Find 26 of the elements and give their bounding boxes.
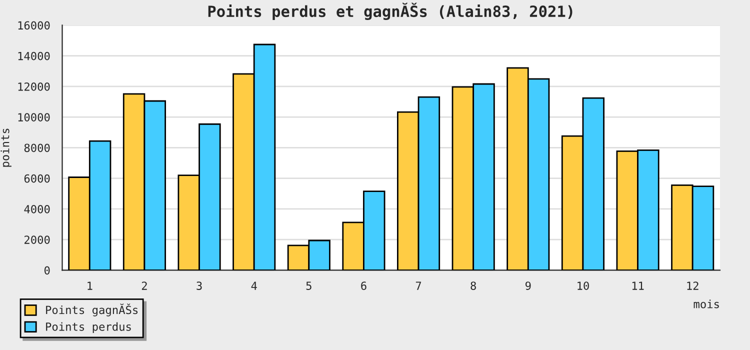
x-tick-label: 11	[632, 282, 644, 290]
x-tick-label: 4	[251, 282, 257, 290]
legend-label: Points perdus	[46, 322, 131, 333]
x-tick-label: 5	[306, 282, 312, 290]
y-tick-label: 12000	[18, 82, 50, 91]
x-tick-label: 9	[526, 282, 531, 290]
y-tick-label: 16000	[18, 21, 50, 30]
x-tick-label: 6	[361, 282, 366, 290]
x-tick-label: 7	[416, 282, 422, 290]
legend-label: Points gagnĂŠs	[46, 304, 138, 316]
y-tick-label: 8000	[24, 144, 50, 152]
x-axis-title: mois	[694, 300, 719, 308]
x-tick-label: 3	[196, 282, 202, 290]
y-tick-label: 2000	[24, 236, 50, 244]
y-tick-label: 6000	[24, 174, 50, 183]
x-tick-label: 10	[578, 282, 589, 290]
x-tick-label: 8	[470, 282, 476, 290]
x-tick-label: 1	[88, 282, 92, 290]
y-tick-label: 14000	[18, 52, 50, 60]
x-tick-label: 2	[142, 282, 147, 290]
x-tick-label: 12	[687, 282, 698, 290]
y-tick-label: 4000	[24, 204, 50, 214]
y-axis-title: points	[0, 128, 12, 167]
y-tick-label: 10000	[18, 113, 50, 122]
y-tick-label: 0	[44, 266, 50, 275]
chart-title: Points perdus et gagnĂŠs (Alain83, 2021)	[208, 2, 572, 20]
